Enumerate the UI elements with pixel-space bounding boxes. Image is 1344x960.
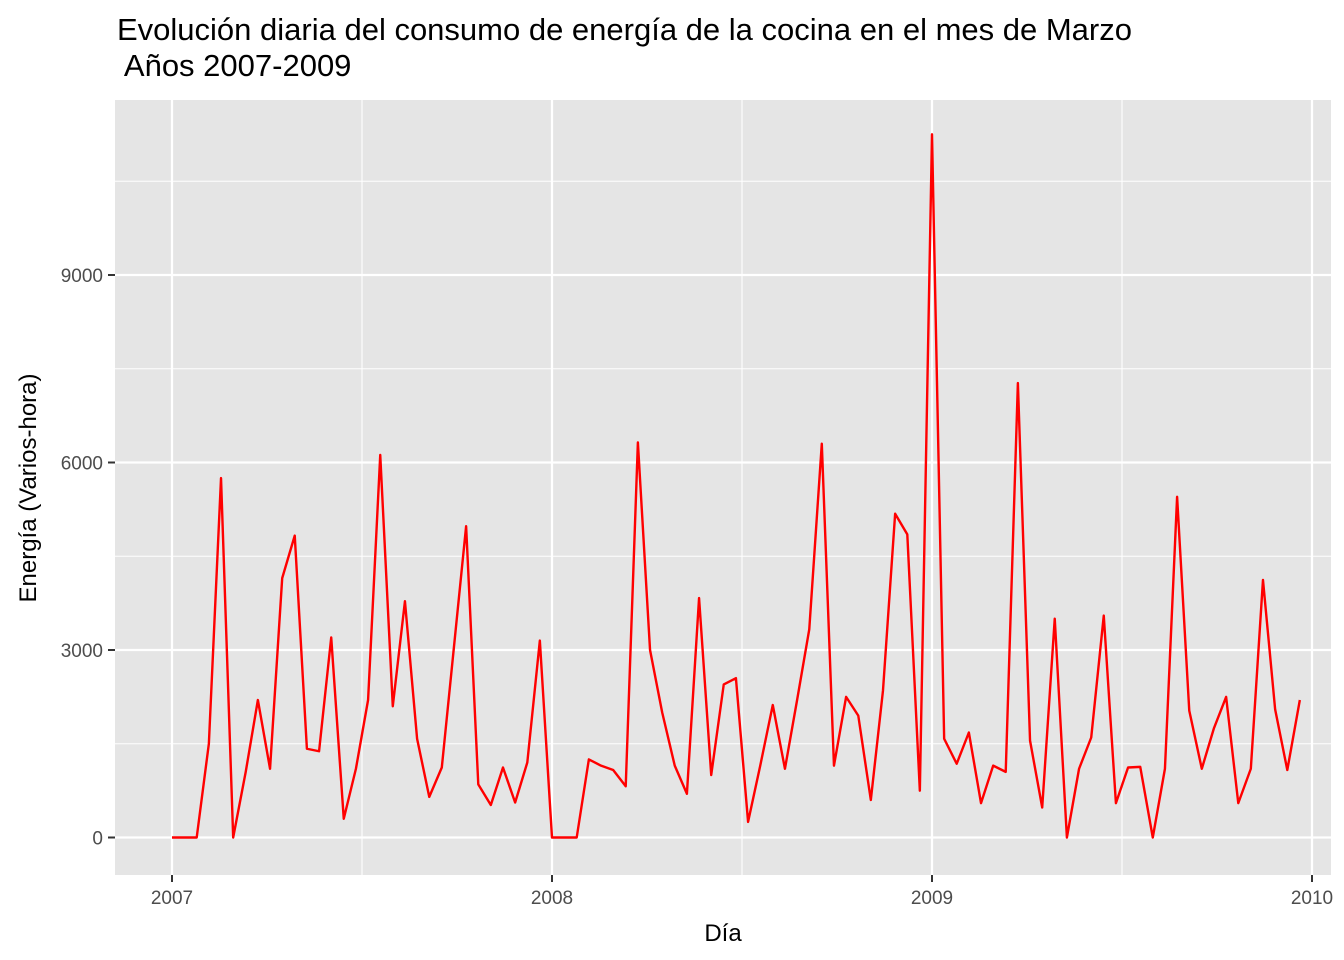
x-axis-title: Día bbox=[704, 920, 742, 947]
chart-title: Evolución diaria del consumo de energía … bbox=[117, 12, 1132, 47]
y-axis-title: Energía (Varios-hora) bbox=[15, 374, 42, 603]
chart-subtitle: Años 2007-2009 bbox=[117, 48, 351, 83]
y-tick-label: 3000 bbox=[61, 641, 103, 662]
tick-labels: 0 3000 6000 9000 2007 2008 2009 2010 bbox=[61, 266, 1333, 909]
y-tick-label: 9000 bbox=[61, 266, 103, 287]
x-tick-label: 2009 bbox=[911, 888, 953, 909]
x-tick-label: 2010 bbox=[1291, 888, 1333, 909]
y-tick-label: 6000 bbox=[61, 454, 103, 475]
series-layer bbox=[172, 133, 1302, 839]
minor-gridlines bbox=[115, 100, 1331, 875]
y-tick-label: 0 bbox=[92, 829, 103, 850]
plot-panel bbox=[115, 100, 1331, 875]
major-gridlines bbox=[115, 100, 1331, 875]
x-tick-label: 2007 bbox=[151, 888, 193, 909]
axis-ticks bbox=[108, 274, 1313, 882]
series-line bbox=[172, 133, 1302, 839]
x-tick-label: 2008 bbox=[531, 888, 573, 909]
